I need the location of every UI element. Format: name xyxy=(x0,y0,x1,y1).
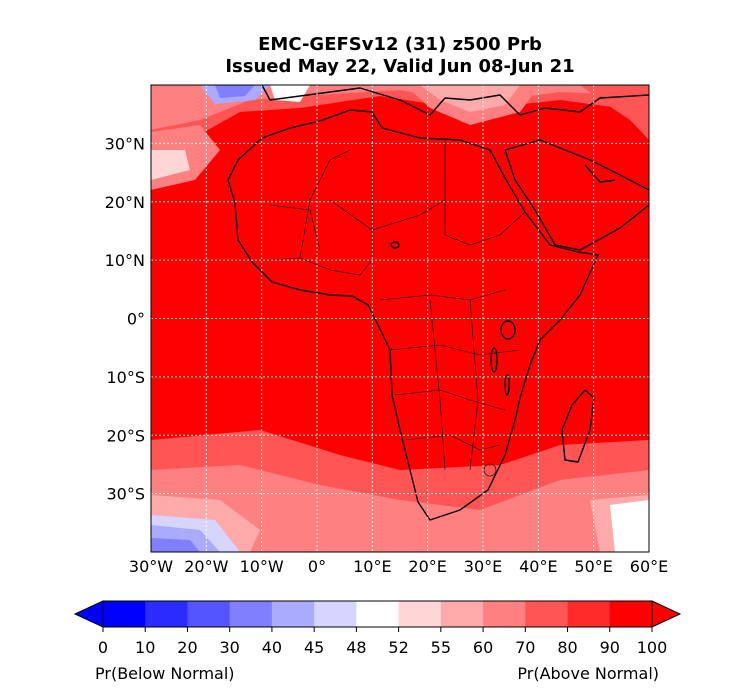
colorbar-tick-label: 30 xyxy=(220,638,240,657)
colorbar-frame xyxy=(102,600,653,628)
map-title: EMC-GEFSv12 (31) z500 Prb xyxy=(258,34,542,55)
colorbar-segment xyxy=(145,601,188,627)
latitude-tick-label: 10°N xyxy=(105,251,145,270)
longitude-tick-label: 10°E xyxy=(353,557,391,576)
latitude-tick-label: 20°S xyxy=(106,426,145,445)
colorbar-segment xyxy=(525,601,569,627)
colorbar-segment xyxy=(609,601,653,627)
colorbar-segment xyxy=(271,601,315,627)
arabia-coastline xyxy=(504,139,649,251)
longitude-tick-label: 10°W xyxy=(240,557,284,576)
colorbar-tick-label: 20 xyxy=(177,638,197,657)
colorbar-tick-label: 45 xyxy=(304,638,324,657)
latitude-tick-label: 20°N xyxy=(105,193,145,212)
colorbar-tick-label: 55 xyxy=(431,638,451,657)
longitude-ticks: 30°W 20°W 10°W 0° 10°E 20°E 30°E 40°E 50°E 60°E xyxy=(129,557,668,576)
colorbar-segment xyxy=(398,601,442,627)
colorbar-tick-label: 40 xyxy=(262,638,282,657)
colorbar-segment xyxy=(440,601,484,627)
colorbar-tick-label: 48 xyxy=(346,638,366,657)
colorbar-segment xyxy=(567,601,611,627)
longitude-tick-label: 20°W xyxy=(184,557,228,576)
europe-coastline xyxy=(261,85,649,116)
latitude-tick-label: 30°N xyxy=(105,134,145,153)
coastlines xyxy=(227,85,649,521)
colorbar-tick-label: 60 xyxy=(473,638,493,657)
colorbar-tick-label: 90 xyxy=(600,638,620,657)
colorbar-segment xyxy=(187,601,231,627)
colorbar-ticks: 0 10 20 30 40 45 48 52 55 60 70 80 90 100 xyxy=(98,627,667,657)
longitude-tick-label: 60°E xyxy=(630,557,668,576)
colorbar-segment xyxy=(483,601,526,627)
colorbar-tick-label: 0 xyxy=(98,638,108,657)
longitude-tick-label: 0° xyxy=(308,557,326,576)
gridlines xyxy=(151,85,649,552)
colorbar-tick-label: 70 xyxy=(515,638,535,657)
latitude-tick-label: 10°S xyxy=(106,368,145,387)
colorbar-under-extension xyxy=(73,600,104,628)
colorbar xyxy=(73,600,682,628)
longitude-tick-label: 50°E xyxy=(574,557,612,576)
colorbar-tick-label: 52 xyxy=(388,638,408,657)
map-frame xyxy=(150,84,650,553)
map-subtitle: Issued May 22, Valid Jun 08-Jun 21 xyxy=(225,56,575,77)
colorbar-tick-label: 10 xyxy=(135,638,155,657)
colorbar-right-label: Pr(Above Normal) xyxy=(517,664,659,683)
colorbar-segment xyxy=(229,601,273,627)
longitude-tick-label: 40°E xyxy=(519,557,557,576)
colorbar-segment xyxy=(356,601,400,627)
longitude-tick-label: 20°E xyxy=(408,557,446,576)
latitude-tick-label: 30°S xyxy=(106,485,145,504)
latitude-tick-label: 0° xyxy=(127,310,145,329)
probability-field xyxy=(151,85,649,552)
colorbar-segment xyxy=(314,601,357,627)
colorbar-tick-label: 80 xyxy=(557,638,577,657)
colorbar-left-label: Pr(Below Normal) xyxy=(95,664,235,683)
madagascar-coastline xyxy=(561,389,595,463)
africa-coastline xyxy=(227,109,599,521)
longitude-tick-label: 30°E xyxy=(464,557,502,576)
colorbar-over-extension xyxy=(651,600,682,628)
colorbar-tick-label: 100 xyxy=(637,638,668,657)
longitude-tick-label: 30°W xyxy=(129,557,173,576)
colorbar-segment xyxy=(103,601,146,627)
latitude-ticks: 30°N 20°N 10°N 0° 10°S 20°S 30°S xyxy=(105,134,145,503)
